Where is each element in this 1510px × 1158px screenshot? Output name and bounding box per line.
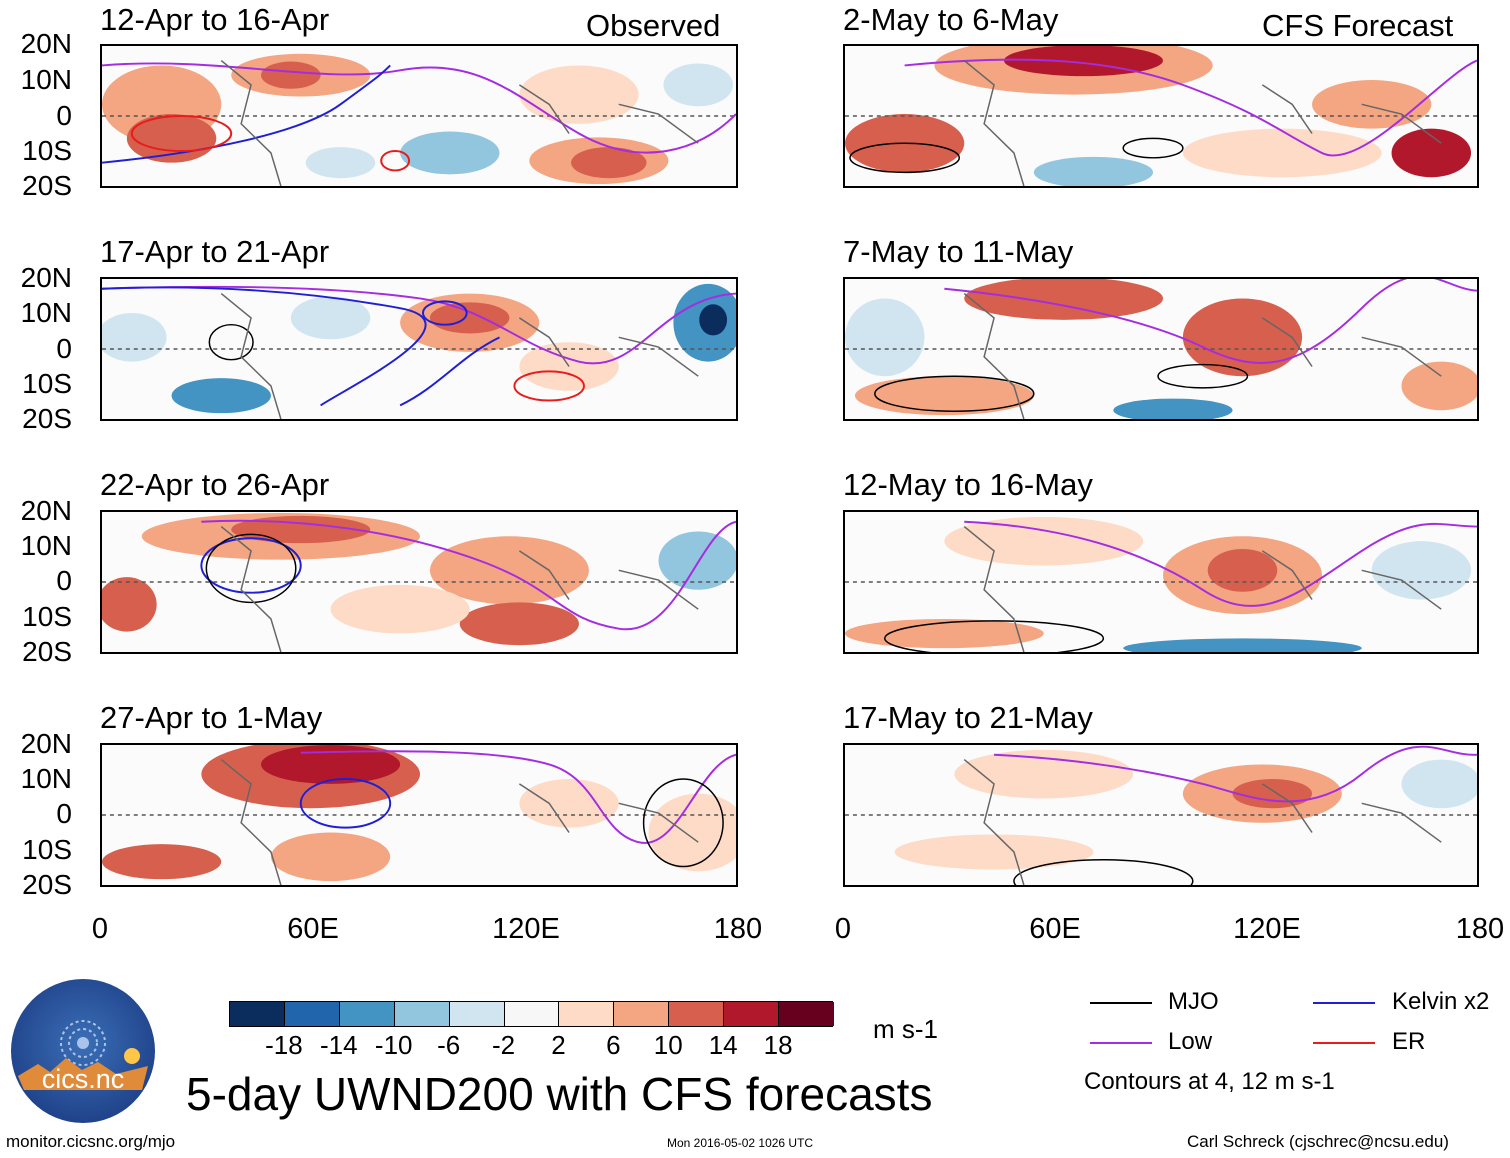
lat-label: 0 [56, 333, 72, 364]
map-panel-fc-4 [843, 743, 1479, 887]
map-graphic [102, 283, 736, 419]
lon-label: 0 [91, 913, 109, 945]
lat-label: 20N [20, 728, 72, 759]
panel-title-fc-1: 2-May to 6-May [843, 2, 1059, 37]
legend-line-low [1090, 1042, 1152, 1044]
logo-graphic [11, 979, 155, 1123]
footer-url[interactable]: monitor.cicsnc.org/mjo [6, 1132, 176, 1151]
lat-label: 0 [56, 565, 72, 596]
legend-label-low: Low [1168, 1028, 1213, 1055]
lat-label: 20S [22, 403, 72, 434]
colorbar-units: m s-1 [873, 1014, 938, 1044]
panel-title-obs-3: 22-Apr to 26-Apr [100, 467, 330, 502]
logo-text: cics.nc [41, 1064, 125, 1094]
main-title: 5-day UWND200 with CFS forecasts [186, 1068, 933, 1120]
colorbar-cell [614, 1002, 670, 1026]
lat-label: 0 [56, 798, 72, 829]
lon-label: 60E [287, 913, 339, 945]
footer-timestamp: Mon 2016-05-02 1026 UTC [667, 1136, 814, 1150]
map-panel-obs-2 [100, 277, 738, 421]
panel-title-fc-4: 17-May to 21-May [843, 700, 1093, 735]
lat-label: 20S [22, 636, 72, 667]
map-panel-fc-3 [843, 510, 1479, 654]
map-panel-obs-1 [100, 44, 738, 188]
colorbar-cell [504, 1002, 560, 1026]
map-panel-obs-3 [100, 510, 738, 654]
map-graphic [845, 279, 1477, 419]
colorbar-cell [724, 1002, 780, 1026]
lat-label: 20N [20, 262, 72, 293]
cics-logo: cics.nc [10, 978, 156, 1124]
map-panel-fc-1 [843, 44, 1479, 188]
colorbar-tick-label: 18 [763, 1030, 793, 1060]
legend-label-er: ER [1392, 1028, 1426, 1055]
colorbar-cell [339, 1002, 395, 1026]
legend-line-er [1313, 1042, 1375, 1044]
lat-label: 10S [22, 834, 72, 865]
colorbar-cell [284, 1002, 340, 1026]
lat-label: 10N [20, 763, 72, 794]
forecast-label: CFS Forecast [1262, 8, 1454, 43]
lat-label: 10S [22, 135, 72, 166]
lat-label: 0 [56, 100, 72, 131]
panel-title-fc-3: 12-May to 16-May [843, 467, 1093, 502]
lat-label: 10N [20, 530, 72, 561]
colorbar-tick-label: 10 [653, 1030, 683, 1060]
panel-title-obs-4: 27-Apr to 1-May [100, 700, 323, 735]
lat-label: 10N [20, 297, 72, 328]
legend-line-kelvin [1313, 1002, 1375, 1004]
lon-label: 60E [1029, 913, 1081, 945]
lat-label: 10N [20, 64, 72, 95]
lon-label: 0 [834, 913, 852, 945]
panel-title-fc-2: 7-May to 11-May [843, 234, 1074, 269]
legend-note: Contours at 4, 12 m s-1 [1084, 1068, 1335, 1095]
colorbar-tick-label: -2 [491, 1030, 516, 1060]
colorbar-tick-label: -6 [437, 1030, 461, 1060]
map-graphic [845, 745, 1477, 885]
lon-label: 180 [1455, 913, 1505, 945]
map-panel-obs-4 [100, 743, 738, 887]
colorbar-cell [449, 1002, 505, 1026]
colorbar-tick-label: 14 [708, 1030, 738, 1060]
lat-label: 20N [20, 28, 72, 59]
map-graphic [845, 46, 1477, 186]
colorbar-cell [230, 1002, 285, 1026]
panel-title-obs-1: 12-Apr to 16-Apr [100, 2, 330, 37]
lon-label: 180 [713, 913, 763, 945]
lat-label: 20N [20, 495, 72, 526]
lon-label: 120E [1233, 913, 1301, 945]
colorbar-tick-label: -18 [265, 1030, 303, 1060]
map-graphic [102, 53, 736, 186]
legend-label-mjo: MJO [1168, 988, 1219, 1015]
colorbar-cell [559, 1002, 615, 1026]
colorbar [229, 1001, 834, 1027]
legend-label-kelvin: Kelvin x2 [1392, 988, 1490, 1015]
lat-label: 10S [22, 601, 72, 632]
colorbar-cell [669, 1002, 725, 1026]
lat-label: 10S [22, 368, 72, 399]
observed-label: Observed [586, 8, 721, 43]
footer-credit: Carl Schreck (cjschrec@ncsu.edu) [1187, 1132, 1449, 1151]
colorbar-tick-label: 6 [606, 1030, 621, 1060]
colorbar-cell [779, 1002, 834, 1026]
lon-label: 120E [492, 913, 560, 945]
colorbar-cell [394, 1002, 450, 1026]
map-graphic [845, 516, 1477, 652]
map-graphic [102, 512, 736, 652]
colorbar-tick-label: 2 [551, 1030, 566, 1060]
legend-line-mjo [1090, 1002, 1152, 1004]
lat-label: 20S [22, 869, 72, 900]
panel-title-obs-2: 17-Apr to 21-Apr [100, 234, 330, 269]
map-panel-fc-2 [843, 277, 1479, 421]
lat-label: 20S [22, 170, 72, 201]
map-graphic [102, 745, 736, 885]
colorbar-tick-label: -10 [374, 1030, 413, 1060]
colorbar-tick-label: -14 [320, 1030, 358, 1060]
